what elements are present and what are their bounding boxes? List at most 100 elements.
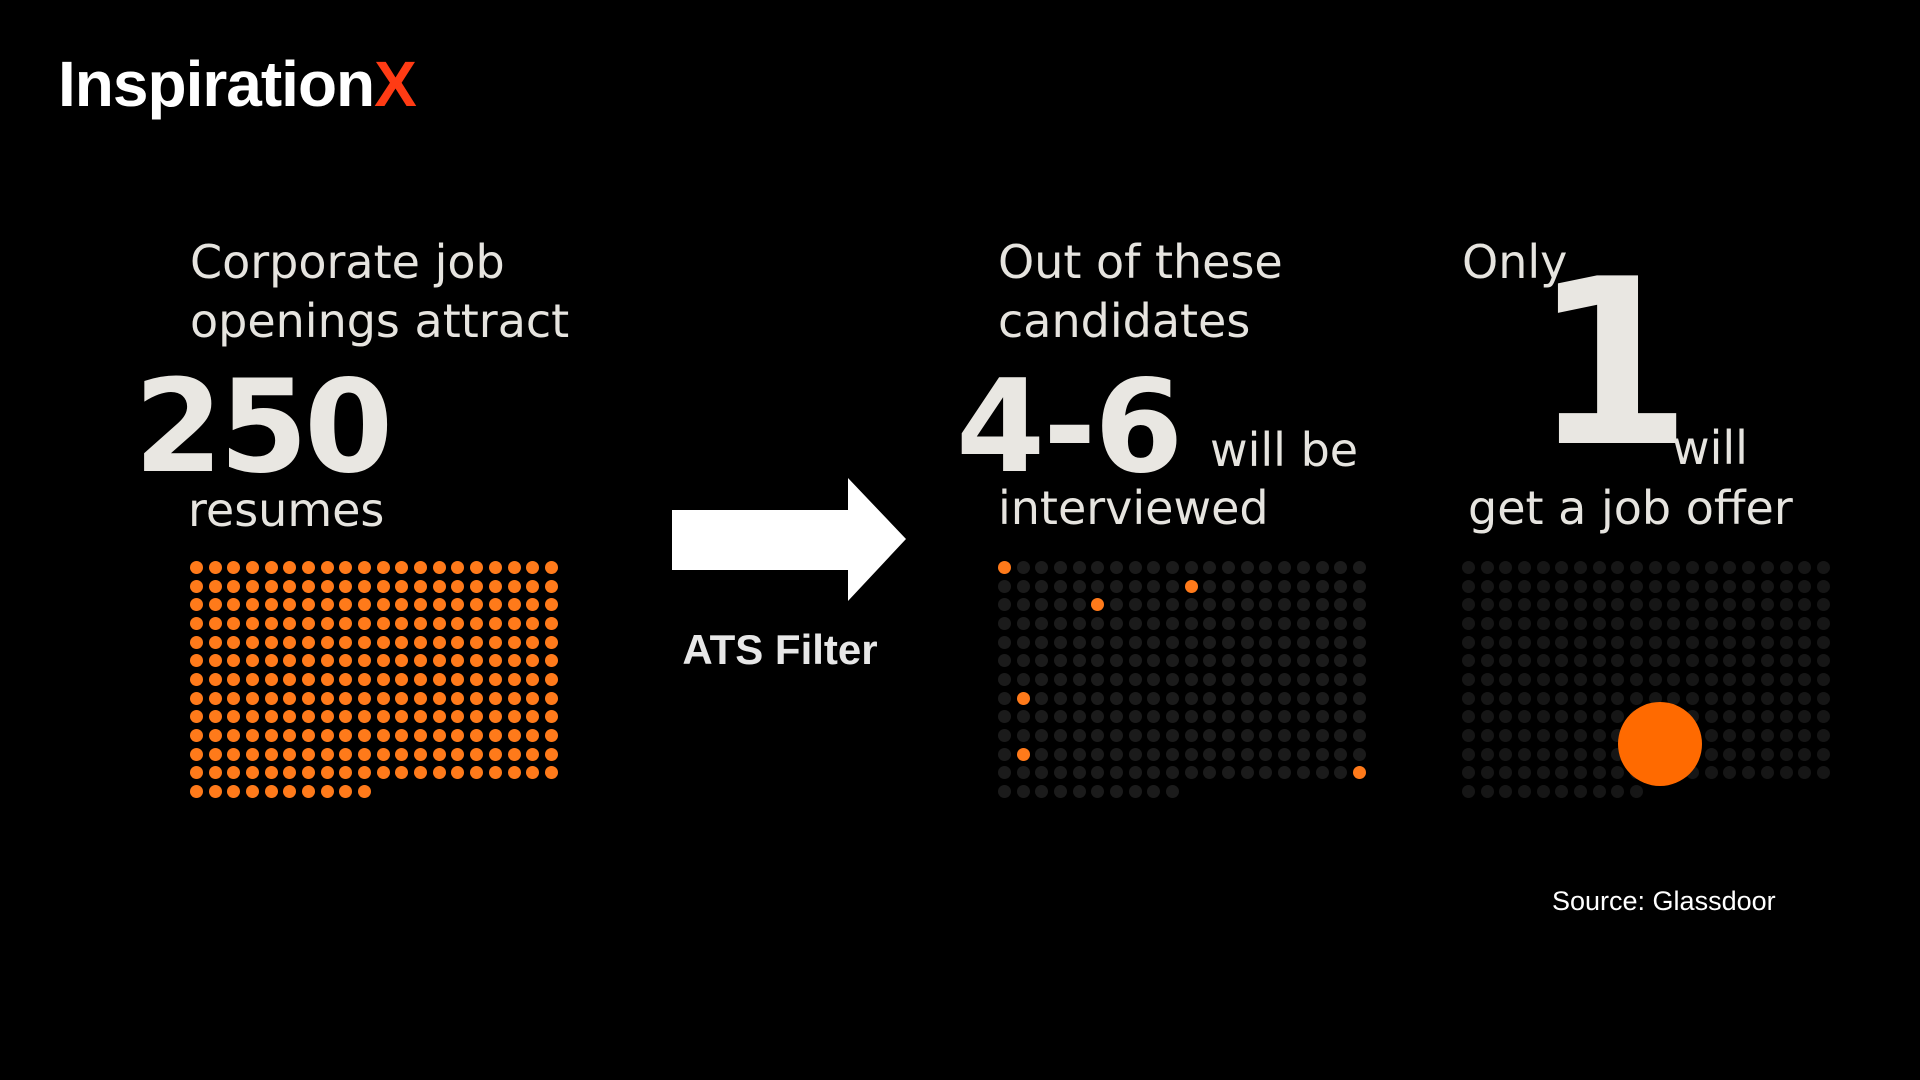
dot <box>1240 710 1254 724</box>
dot <box>1035 766 1049 780</box>
dot <box>432 691 446 705</box>
dot <box>1499 785 1513 799</box>
dot <box>1240 560 1254 574</box>
dot <box>1480 579 1494 593</box>
dot <box>1798 691 1812 705</box>
dot <box>1352 729 1366 743</box>
dot <box>432 747 446 761</box>
dot <box>432 560 446 574</box>
dot <box>1816 766 1830 780</box>
dot <box>189 579 203 593</box>
dot <box>189 691 203 705</box>
dot <box>283 598 297 612</box>
dot <box>1259 729 1273 743</box>
dot <box>1611 598 1625 612</box>
dot <box>1555 579 1569 593</box>
dot <box>358 579 372 593</box>
dot <box>1592 729 1606 743</box>
dot <box>1109 635 1123 649</box>
dot <box>1128 785 1142 799</box>
dot <box>1352 654 1366 668</box>
dot <box>1461 785 1475 799</box>
dot <box>1592 785 1606 799</box>
dot <box>301 710 315 724</box>
dot <box>1760 616 1774 630</box>
dot <box>376 579 390 593</box>
dot <box>1686 560 1700 574</box>
dot <box>1499 598 1513 612</box>
dot <box>1742 654 1756 668</box>
dot <box>358 560 372 574</box>
dot <box>376 635 390 649</box>
dot <box>1278 729 1292 743</box>
dot <box>1016 672 1030 686</box>
dot <box>1166 560 1180 574</box>
dot <box>1222 616 1236 630</box>
dot <box>395 560 409 574</box>
dot <box>1611 635 1625 649</box>
dot <box>544 654 558 668</box>
dot <box>1166 672 1180 686</box>
dot <box>395 635 409 649</box>
dot <box>301 691 315 705</box>
dot <box>1016 635 1030 649</box>
dot <box>376 654 390 668</box>
dot <box>1147 635 1161 649</box>
dot <box>1166 616 1180 630</box>
dot <box>1072 616 1086 630</box>
dot <box>1555 766 1569 780</box>
dot <box>245 691 259 705</box>
dot <box>245 560 259 574</box>
dot <box>301 616 315 630</box>
dot <box>376 598 390 612</box>
dot <box>245 766 259 780</box>
dot <box>245 598 259 612</box>
dot <box>1053 672 1067 686</box>
dot <box>1667 691 1681 705</box>
dot <box>208 691 222 705</box>
dot <box>1517 579 1531 593</box>
dot <box>208 579 222 593</box>
dot <box>1648 691 1662 705</box>
dot <box>470 729 484 743</box>
dot <box>1091 616 1105 630</box>
dot <box>1128 766 1142 780</box>
dot <box>1648 635 1662 649</box>
dot <box>1147 616 1161 630</box>
dot <box>1499 635 1513 649</box>
dot <box>1611 672 1625 686</box>
dot <box>227 691 241 705</box>
dot <box>1517 672 1531 686</box>
dot <box>227 747 241 761</box>
dot <box>1053 729 1067 743</box>
dot <box>432 710 446 724</box>
dot <box>1334 747 1348 761</box>
dot <box>1240 691 1254 705</box>
dot <box>432 598 446 612</box>
dot <box>488 691 502 705</box>
dot <box>1760 635 1774 649</box>
dot <box>1109 747 1123 761</box>
dot <box>544 766 558 780</box>
dot <box>1816 729 1830 743</box>
dot <box>488 579 502 593</box>
dot <box>997 729 1011 743</box>
dot <box>1592 747 1606 761</box>
dot <box>1723 747 1737 761</box>
dot <box>507 598 521 612</box>
dot <box>1296 747 1310 761</box>
dot <box>320 785 334 799</box>
dot <box>227 598 241 612</box>
dot <box>1630 598 1644 612</box>
dot <box>1222 672 1236 686</box>
dot <box>1128 560 1142 574</box>
dot <box>208 729 222 743</box>
dot <box>1723 710 1737 724</box>
dot <box>1072 747 1086 761</box>
dot <box>395 579 409 593</box>
offer-suffix: will <box>1672 421 1748 475</box>
dot <box>1461 635 1475 649</box>
dot <box>470 672 484 686</box>
dot <box>414 654 428 668</box>
dot <box>1611 710 1625 724</box>
